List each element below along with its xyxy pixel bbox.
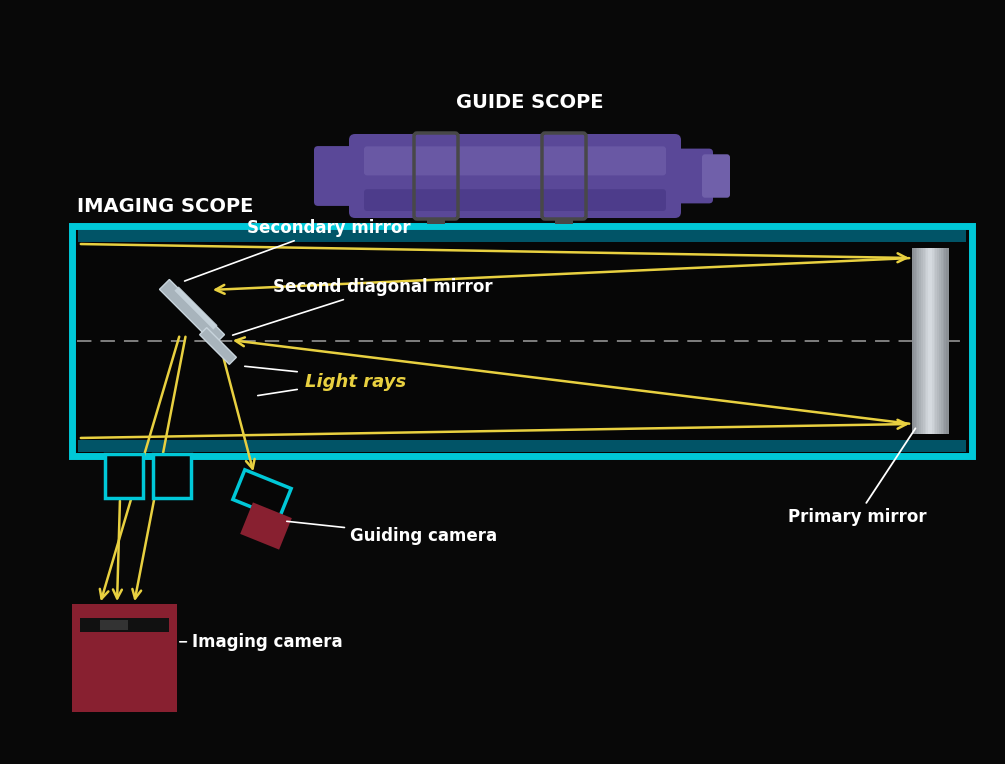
Bar [72, 226, 972, 456]
Bar [72, 226, 972, 456]
Bar [916, 248, 919, 434]
Bar [925, 248, 928, 434]
Bar [946, 248, 949, 434]
FancyBboxPatch shape [667, 149, 713, 203]
Bar [920, 248, 923, 434]
Bar [938, 248, 940, 434]
Bar [921, 248, 924, 434]
Text: Light rays: Light rays [305, 373, 406, 391]
Polygon shape [240, 503, 291, 549]
Bar [939, 248, 942, 434]
FancyBboxPatch shape [364, 189, 666, 211]
Text: Primary mirror: Primary mirror [788, 429, 927, 526]
Polygon shape [175, 286, 217, 329]
FancyBboxPatch shape [349, 134, 681, 218]
Bar [912, 248, 915, 434]
FancyBboxPatch shape [702, 154, 730, 198]
Bar [80, 618, 169, 632]
Bar [153, 454, 191, 498]
Text: GUIDE SCOPE: GUIDE SCOPE [456, 93, 604, 112]
Bar [105, 454, 143, 498]
Text: IMAGING SCOPE: IMAGING SCOPE [77, 197, 253, 216]
Polygon shape [160, 280, 224, 345]
Text: Second diagonal mirror: Second diagonal mirror [232, 278, 492, 335]
Text: Imaging camera: Imaging camera [180, 633, 343, 651]
Bar [927, 248, 930, 434]
FancyBboxPatch shape [314, 146, 364, 206]
Bar [923, 248, 926, 434]
Bar [932, 248, 935, 434]
Polygon shape [233, 470, 291, 518]
Bar [936, 248, 939, 434]
Bar [943, 248, 946, 434]
Bar [555, 212, 573, 224]
Bar [72, 604, 177, 712]
Bar [930, 248, 933, 434]
Bar [100, 620, 128, 630]
Bar [914, 248, 917, 434]
Bar [929, 248, 931, 434]
FancyBboxPatch shape [364, 147, 666, 176]
Bar [941, 248, 944, 434]
Bar [934, 248, 937, 434]
Polygon shape [200, 328, 236, 364]
Text: Secondary mirror: Secondary mirror [185, 219, 411, 281]
Bar [78, 230, 966, 242]
Bar [427, 212, 445, 224]
Text: Guiding camera: Guiding camera [286, 521, 497, 545]
Bar [918, 248, 921, 434]
Bar [945, 248, 948, 434]
Bar [78, 440, 966, 452]
